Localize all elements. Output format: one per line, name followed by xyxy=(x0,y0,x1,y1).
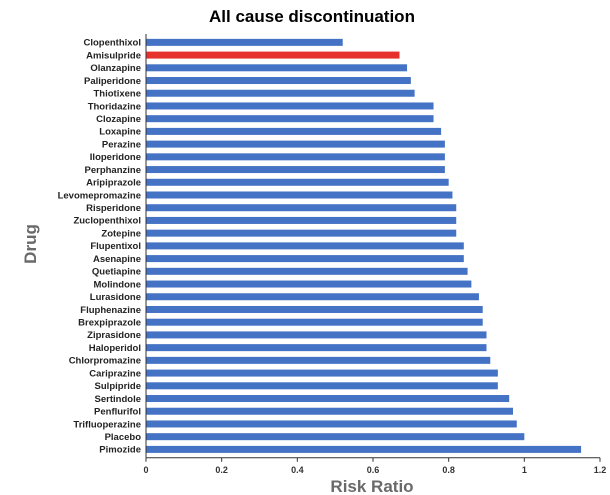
x-tick-label: 1.2 xyxy=(594,465,607,475)
bar-clopenthixol xyxy=(146,38,343,46)
bar-loxapine xyxy=(146,127,442,135)
category-label: Thiotixene xyxy=(93,89,141,100)
bar-clozapine xyxy=(146,115,434,123)
category-label: Loxapine xyxy=(99,127,141,138)
category-label: Zotepine xyxy=(101,228,141,239)
y-axis-label: Drug xyxy=(21,224,40,264)
category-label: Sulpipride xyxy=(95,381,141,392)
bar-placebo xyxy=(146,433,525,441)
bar-penflurifol xyxy=(146,407,513,415)
category-label: Amisulpride xyxy=(86,50,141,61)
bar-sertindole xyxy=(146,395,510,403)
x-ticks-group: 0 0.2 0.4 0.6 0.8 1 1.2 xyxy=(143,457,607,475)
bar-levomepromazine xyxy=(146,191,453,199)
bar-sulpipride xyxy=(146,382,498,390)
bar-aripiprazole xyxy=(146,178,449,186)
category-label: Brexpiprazole xyxy=(78,318,141,329)
bar-perazine xyxy=(146,140,445,148)
bar-ziprasidone xyxy=(146,331,487,339)
category-label: Ziprasidone xyxy=(87,330,141,341)
bar-iloperidone xyxy=(146,153,445,161)
chart-title: All cause discontinuation xyxy=(209,7,415,26)
bar-zotepine xyxy=(146,229,457,237)
bar-fluphenazine xyxy=(146,305,483,313)
category-label: Fluphenazine xyxy=(80,305,141,316)
bar-trifluoperazine xyxy=(146,420,517,428)
bar-lurasidone xyxy=(146,293,479,301)
bar-brexpiprazole xyxy=(146,318,483,326)
category-label: Lurasidone xyxy=(90,292,141,303)
bar-pimozide xyxy=(146,445,582,453)
bar-molindone xyxy=(146,280,472,288)
x-axis-label: Risk Ratio xyxy=(330,477,413,495)
bar-haloperidol xyxy=(146,344,487,352)
category-label: Levomepromazine xyxy=(58,190,141,201)
category-label: Olanzapine xyxy=(90,63,141,74)
bar-thoridazine xyxy=(146,102,434,110)
category-label: Molindone xyxy=(94,279,142,290)
x-tick-label: 1 xyxy=(522,465,527,475)
category-label: Sertindole xyxy=(95,394,141,405)
category-label: Haloperidol xyxy=(89,343,141,354)
bar-thiotixene xyxy=(146,89,415,97)
category-label: Thoridazine xyxy=(88,101,141,112)
bar-quetiapine xyxy=(146,267,468,275)
category-label: Iloperidone xyxy=(90,152,141,163)
bar-flupentixol xyxy=(146,242,464,250)
category-label: Flupentixol xyxy=(90,241,141,252)
bar-zuclopenthixol xyxy=(146,216,457,224)
category-label: Placebo xyxy=(105,432,142,443)
category-label: Zuclopenthixol xyxy=(73,216,141,227)
category-label: Quetiapine xyxy=(92,267,141,278)
category-label: Clozapine xyxy=(96,114,141,125)
x-tick-label: 0.8 xyxy=(442,465,455,475)
category-label: Clopenthixol xyxy=(83,38,141,49)
x-tick-label: 0.2 xyxy=(215,465,228,475)
category-label: Cariprazine xyxy=(89,368,141,379)
bar-chlorpromazine xyxy=(146,356,491,364)
category-label: Asenapine xyxy=(93,254,141,265)
category-label: Pimozide xyxy=(99,445,141,456)
bar-asenapine xyxy=(146,255,464,263)
category-label: Chlorpromazine xyxy=(69,356,141,367)
category-label: Perphanzine xyxy=(85,165,142,176)
category-label: Risperidone xyxy=(86,203,141,214)
bar-risperidone xyxy=(146,204,457,212)
bar-cariprazine xyxy=(146,369,498,377)
x-tick-label: 0 xyxy=(143,465,148,475)
bar-amisulpride xyxy=(146,51,400,59)
category-label: Trifluoperazine xyxy=(73,419,141,430)
bars-group xyxy=(146,38,582,453)
bar-perphanzine xyxy=(146,166,445,174)
category-label: Paliperidone xyxy=(84,76,141,87)
bar-paliperidone xyxy=(146,77,411,85)
bar-olanzapine xyxy=(146,64,408,72)
x-tick-label: 0.6 xyxy=(367,465,380,475)
category-label: Aripiprazole xyxy=(86,178,141,189)
category-label: Perazine xyxy=(102,139,141,150)
x-tick-label: 0.4 xyxy=(291,465,304,475)
category-label: Penflurifol xyxy=(94,407,141,418)
